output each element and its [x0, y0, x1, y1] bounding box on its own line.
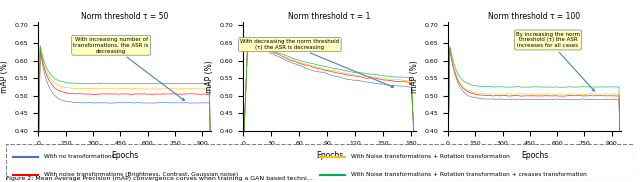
Text: With Noise transformations + Rotation transformation + creases transformation: With Noise transformations + Rotation tr… [351, 172, 587, 177]
Text: By increasing the norm
threshold (τ) the ASR
increases for all cases: By increasing the norm threshold (τ) the… [516, 32, 595, 91]
X-axis label: Epochs: Epochs [316, 151, 343, 160]
Y-axis label: mAP (%): mAP (%) [1, 60, 10, 93]
Text: Figure 2: Mean Average Precision (mAP) convergence curves when training a GAN ba: Figure 2: Mean Average Precision (mAP) c… [6, 176, 314, 181]
Title: Norm threshold τ = 1: Norm threshold τ = 1 [289, 12, 371, 21]
Text: With no transformations: With no transformations [44, 154, 115, 159]
Title: Norm threshold τ = 50: Norm threshold τ = 50 [81, 12, 168, 21]
X-axis label: Epochs: Epochs [111, 151, 138, 160]
Title: Norm threshold τ = 100: Norm threshold τ = 100 [488, 12, 580, 21]
Text: With increasing number of
transformations, the ASR is
decreasing: With increasing number of transformation… [74, 37, 184, 100]
X-axis label: Epochs: Epochs [521, 151, 548, 160]
Text: With decreasing the norm threshold
(τ) the ASR is decreasing: With decreasing the norm threshold (τ) t… [241, 39, 394, 87]
Y-axis label: mAP (%): mAP (%) [205, 60, 214, 93]
Text: With Noise transformations + Rotation transformation: With Noise transformations + Rotation tr… [351, 154, 510, 159]
Text: With noise transformations (Brightness, Contrast, Gaussian noise): With noise transformations (Brightness, … [44, 172, 238, 177]
Y-axis label: mAP (%): mAP (%) [410, 60, 419, 93]
